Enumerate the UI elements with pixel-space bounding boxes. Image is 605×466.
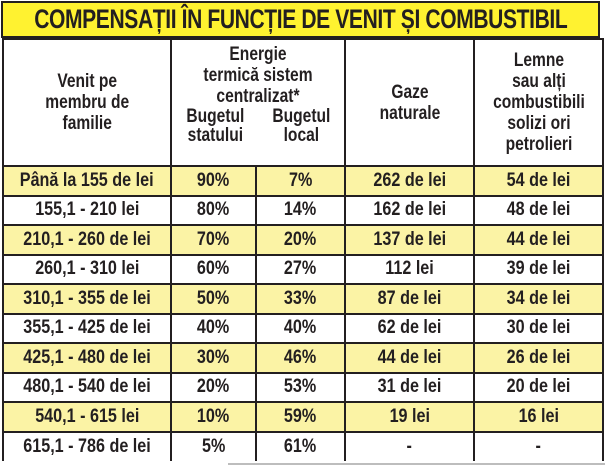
header-wood-solid-fuels: Lemne sau alți combustibili solizi ori p… — [473, 38, 604, 167]
cell-local-budget: 53% — [255, 371, 346, 403]
table-row: 480,1 - 540 de lei 20% 53% 31 de lei 20 … — [2, 371, 604, 403]
cell-income: 260,1 - 310 lei — [2, 253, 172, 285]
cell-wood: 20 de lei — [473, 371, 604, 403]
cell-natural-gas: 19 lei — [344, 401, 475, 433]
header-local-budget: Bugetul local — [272, 106, 330, 146]
cell-wood: 16 lei — [473, 401, 604, 433]
cell-wood: 26 de lei — [473, 342, 604, 374]
cell-wood: 30 de lei — [473, 312, 604, 344]
cell-income: 425,1 - 480 de lei — [2, 342, 172, 374]
cell-state-budget: 10% — [170, 401, 257, 433]
cell-income: 355,1 - 425 de lei — [2, 312, 172, 344]
cell-income: 540,1 - 615 lei — [2, 401, 172, 433]
cell-wood: - — [473, 430, 604, 461]
header-natural-gas: Gaze naturale — [344, 38, 475, 167]
table-row: 355,1 - 425 de lei 40% 40% 62 de lei 30 … — [2, 312, 604, 344]
cell-state-budget: 80% — [170, 194, 257, 226]
header-income: Venit pe membru de familie — [2, 38, 172, 167]
cell-income: 310,1 - 355 de lei — [2, 283, 172, 315]
compensation-table: Venit pe membru de familie Energie termi… — [2, 38, 604, 461]
cell-wood: 44 de lei — [473, 224, 604, 256]
cell-natural-gas: 262 de lei — [344, 165, 475, 197]
bottom-divider — [228, 463, 605, 465]
table-title: COMPENSAȚII ÎN FUNCȚIE DE VENIT ȘI COMBU… — [33, 4, 568, 34]
cell-local-budget: 27% — [255, 253, 346, 285]
cell-natural-gas: 162 de lei — [344, 194, 475, 226]
cell-local-budget: 59% — [255, 401, 346, 433]
cell-state-budget: 50% — [170, 283, 257, 315]
cell-income: 210,1 - 260 de lei — [2, 224, 172, 256]
cell-income: 155,1 - 210 lei — [2, 194, 172, 226]
cell-state-budget: 5% — [170, 430, 257, 461]
cell-wood: 34 de lei — [473, 283, 604, 315]
table-title-banner: COMPENSAȚII ÎN FUNCȚIE DE VENIT ȘI COMBU… — [1, 1, 600, 38]
table-row: 155,1 - 210 lei 80% 14% 162 de lei 48 de… — [2, 194, 604, 226]
cell-wood: 39 de lei — [473, 253, 604, 285]
header-state-budget: Bugetul statului — [186, 106, 244, 146]
cell-wood: 54 de lei — [473, 165, 604, 197]
cell-state-budget: 90% — [170, 165, 257, 197]
cell-income: 480,1 - 540 de lei — [2, 371, 172, 403]
cell-local-budget: 20% — [255, 224, 346, 256]
cell-natural-gas: 112 lei — [344, 253, 475, 285]
table-row: 540,1 - 615 lei 10% 59% 19 lei 16 lei — [2, 401, 604, 433]
cell-state-budget: 40% — [170, 312, 257, 344]
table-row: 260,1 - 310 lei 60% 27% 112 lei 39 de le… — [2, 253, 604, 285]
table-row: 210,1 - 260 de lei 70% 20% 137 de lei 44… — [2, 224, 604, 256]
cell-local-budget: 61% — [255, 430, 346, 461]
cell-natural-gas: - — [344, 430, 475, 461]
cell-local-budget: 7% — [255, 165, 346, 197]
cell-natural-gas: 62 de lei — [344, 312, 475, 344]
cell-state-budget: 70% — [170, 224, 257, 256]
cell-local-budget: 46% — [255, 342, 346, 374]
table-row: 615,1 - 786 de lei 5% 61% - - — [2, 430, 604, 461]
cell-state-budget: 60% — [170, 253, 257, 285]
cell-local-budget: 33% — [255, 283, 346, 315]
cell-natural-gas: 87 de lei — [344, 283, 475, 315]
cell-state-budget: 20% — [170, 371, 257, 403]
cell-state-budget: 30% — [170, 342, 257, 374]
cell-natural-gas: 31 de lei — [344, 371, 475, 403]
cell-natural-gas: 137 de lei — [344, 224, 475, 256]
cell-wood: 48 de lei — [473, 194, 604, 226]
cell-local-budget: 14% — [255, 194, 346, 226]
cell-income: Până la 155 de lei — [2, 165, 172, 197]
table-row: 425,1 - 480 de lei 30% 46% 44 de lei 26 … — [2, 342, 604, 374]
cell-income: 615,1 - 786 de lei — [2, 430, 172, 461]
thermal-subheaders: Bugetul statului Bugetul local — [172, 107, 344, 145]
table-row: Până la 155 de lei 90% 7% 262 de lei 54 … — [2, 165, 604, 197]
cell-natural-gas: 44 de lei — [344, 342, 475, 374]
header-thermal-energy: Energie termică sistem centralizat* Buge… — [170, 38, 346, 167]
cell-local-budget: 40% — [255, 312, 346, 344]
table-row: 310,1 - 355 de lei 50% 33% 87 de lei 34 … — [2, 283, 604, 315]
